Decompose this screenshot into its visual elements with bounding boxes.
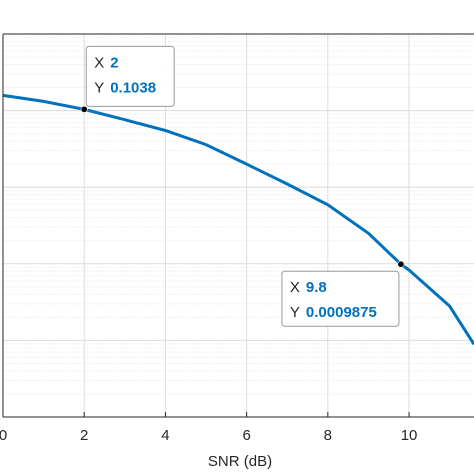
data-tip-box bbox=[85, 45, 175, 107]
data-tip-marker bbox=[397, 260, 405, 268]
x-tick-label: 2 bbox=[80, 427, 88, 444]
grid bbox=[2, 33, 474, 418]
data-tip-x-value: 9.8 bbox=[306, 279, 327, 296]
data-tip-marker bbox=[80, 105, 88, 113]
data-tip-x-value: 2 bbox=[110, 54, 118, 71]
x-tick-label: 6 bbox=[242, 427, 250, 444]
data-tip-x-key: X bbox=[290, 279, 300, 296]
data-tip-y-value: 0.1038 bbox=[110, 79, 156, 96]
data-tip-y-key: Y bbox=[94, 79, 104, 96]
data-tip-box bbox=[281, 270, 400, 327]
data-tip: X 9.8 Y 0.0009875 bbox=[281, 260, 405, 327]
data-tip-y-key: Y bbox=[290, 304, 300, 321]
data-tip: X 2Y 0.1038 bbox=[80, 45, 175, 113]
x-tick-label: 4 bbox=[161, 427, 169, 444]
x-tick-label: 0 bbox=[0, 427, 7, 444]
line-series bbox=[2, 93, 474, 346]
data-tip-x-key: X bbox=[94, 54, 104, 71]
data-tip-y-value: 0.0009875 bbox=[306, 304, 377, 321]
x-tick-label: 8 bbox=[324, 427, 332, 444]
x-tick-label: 10 bbox=[401, 427, 418, 444]
x-axis-label: SNR (dB) bbox=[208, 453, 272, 470]
